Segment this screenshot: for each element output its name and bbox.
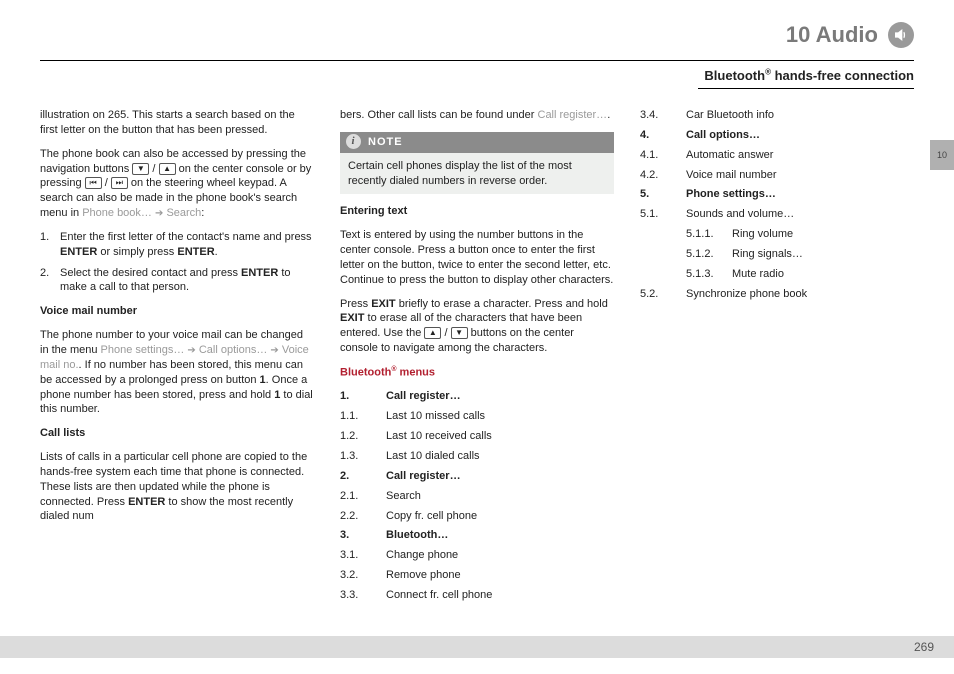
step-item: Enter the first letter of the contact's … bbox=[40, 230, 314, 260]
step-item: Select the desired contact and press ENT… bbox=[40, 266, 314, 296]
nav-down-icon: ▼ bbox=[451, 327, 468, 339]
menu-item: 2.Call register…2.1.Search2.2.Copy fr. c… bbox=[340, 469, 614, 524]
subhead-calllists: Call lists bbox=[40, 426, 314, 441]
nav-down-icon: ▼ bbox=[132, 163, 149, 175]
subhead-bt-menus: Bluetooth® menus bbox=[340, 365, 614, 381]
note-header: i NOTE bbox=[340, 132, 614, 153]
chapter-title: 10 Audio bbox=[786, 20, 878, 50]
menu-item: 5.Phone settings…5.1.Sounds and volume…5… bbox=[640, 187, 914, 301]
subhead-voicemail: Voice mail number bbox=[40, 304, 314, 319]
speaker-icon bbox=[888, 22, 914, 48]
body-text: bers. Other call lists can be found unde… bbox=[340, 108, 614, 123]
body-text: Lists of calls in a particular cell phon… bbox=[40, 450, 314, 524]
menu-subitem: 1.1.Last 10 missed calls bbox=[340, 409, 614, 424]
body-text: The phone book can also be accessed by p… bbox=[40, 147, 314, 221]
menu-subitem: 2.1.Search bbox=[340, 489, 614, 504]
side-thumb-tab: 10 bbox=[930, 140, 954, 170]
menu-subsubitem: 5.1.1.Ring volume bbox=[640, 227, 914, 242]
page-number: 269 bbox=[914, 639, 934, 655]
menu-subitem: 5.1.Sounds and volume…5.1.1.Ring volume5… bbox=[640, 207, 914, 281]
menu-item: 1.Call register…1.1.Last 10 missed calls… bbox=[340, 389, 614, 463]
body-text: The phone number to your voice mail can … bbox=[40, 328, 314, 417]
menu-subitem: 3.3.Connect fr. cell phone bbox=[340, 588, 614, 603]
ordered-steps: Enter the first letter of the contact's … bbox=[40, 230, 314, 295]
menu-subitem: 5.2.Synchronize phone book bbox=[640, 287, 914, 302]
menu-subitem: 3.4.Car Bluetooth info bbox=[640, 108, 914, 123]
chapter-header: 10 Audio bbox=[786, 20, 914, 50]
body-text: illustration on 265. This starts a searc… bbox=[40, 108, 314, 138]
menu-subitem: 4.2.Voice mail number bbox=[640, 168, 914, 183]
info-icon: i bbox=[346, 134, 361, 149]
menu-subitem: 1.2.Last 10 received calls bbox=[340, 429, 614, 444]
menu-subsubitem: 5.1.3.Mute radio bbox=[640, 267, 914, 282]
menu-subitem: 3.1.Change phone bbox=[340, 548, 614, 563]
wheel-next-icon: ⏭ bbox=[111, 177, 128, 189]
menu-item: 4.Call options…4.1.Automatic answer4.2.V… bbox=[640, 128, 914, 183]
body-text: Press EXIT briefly to erase a character.… bbox=[340, 297, 614, 356]
menu-subsubitem: 5.1.2.Ring signals… bbox=[640, 247, 914, 262]
body-columns: illustration on 265. This starts a searc… bbox=[40, 108, 914, 619]
menu-subitem: 1.3.Last 10 dialed calls bbox=[340, 449, 614, 464]
wheel-prev-icon: ⏮ bbox=[85, 177, 102, 189]
subhead-entering-text: Entering text bbox=[340, 204, 614, 219]
section-title: Bluetooth® hands-free connection bbox=[698, 67, 914, 89]
note-body: Certain cell phones display the list of … bbox=[340, 153, 614, 195]
page-footer: 269 bbox=[0, 636, 954, 658]
header-rule bbox=[40, 60, 914, 61]
nav-up-icon: ▲ bbox=[159, 163, 176, 175]
nav-up-icon: ▲ bbox=[424, 327, 441, 339]
note-box: i NOTE Certain cell phones display the l… bbox=[340, 132, 614, 195]
menu-subitem: 3.2.Remove phone bbox=[340, 568, 614, 583]
menu-subitem: 4.1.Automatic answer bbox=[640, 148, 914, 163]
menu-subitem: 2.2.Copy fr. cell phone bbox=[340, 509, 614, 524]
body-text: Text is entered by using the number butt… bbox=[340, 228, 614, 287]
